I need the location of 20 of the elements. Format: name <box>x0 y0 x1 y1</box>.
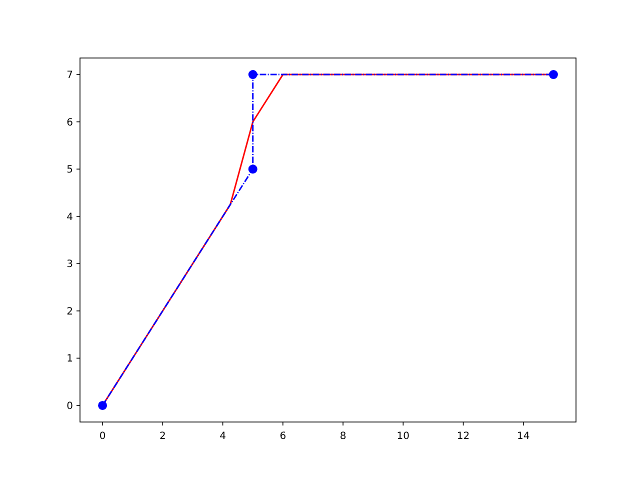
y-tick-label: 1 <box>66 354 73 365</box>
y-tick-label: 0 <box>66 400 73 412</box>
x-tick-label: 10 <box>396 431 410 442</box>
y-tick-label: 7 <box>66 70 73 82</box>
x-tick-label: 12 <box>456 431 470 442</box>
point <box>248 70 258 80</box>
x-tick-label: 4 <box>220 431 226 442</box>
y-tick-label: 3 <box>66 259 73 270</box>
x-tick-label: 14 <box>517 431 530 442</box>
point <box>548 70 558 80</box>
y-tick-label: 4 <box>66 212 73 223</box>
point <box>248 164 258 174</box>
point <box>98 400 108 410</box>
y-tick-label: 2 <box>66 306 73 318</box>
x-tick-label: 8 <box>340 431 346 442</box>
x-tick-label: 6 <box>280 431 286 442</box>
x-tick-label: 2 <box>159 431 166 442</box>
x-tick-label: 0 <box>99 431 106 442</box>
y-tick-label: 6 <box>66 117 73 128</box>
y-tick-label: 5 <box>66 164 73 176</box>
